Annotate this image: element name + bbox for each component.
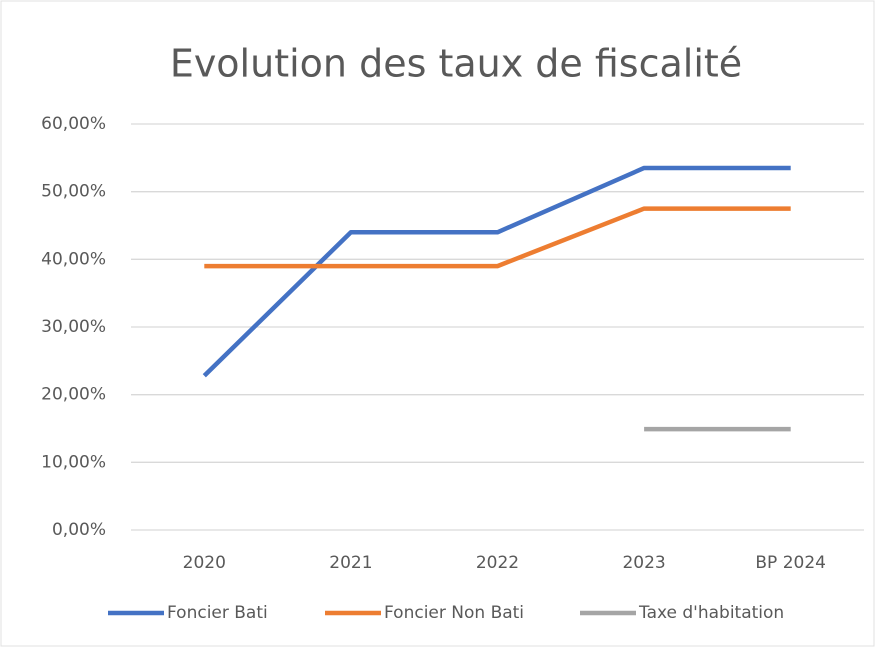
x-tick-label: 2020 <box>183 553 226 573</box>
x-tick-label: BP 2024 <box>755 553 826 573</box>
x-tick-label: 2022 <box>476 553 519 573</box>
y-tick-label: 60,00% <box>41 114 106 134</box>
legend-label: Taxe d'habitation <box>638 603 784 623</box>
y-tick-label: 20,00% <box>41 385 106 405</box>
line-series <box>202 165 791 378</box>
y-tick-label: 50,00% <box>41 182 106 202</box>
line-series <box>204 206 791 269</box>
y-tick-label: 40,00% <box>41 249 106 269</box>
x-tick-label: 2023 <box>622 553 665 573</box>
x-tick-label: 2021 <box>329 553 372 573</box>
y-tick-label: 30,00% <box>41 317 106 337</box>
y-tick-label: 0,00% <box>52 520 106 540</box>
legend-label: Foncier Non Bati <box>384 603 524 623</box>
legend-label: Foncier Bati <box>167 603 268 623</box>
y-tick-label: 10,00% <box>41 452 106 472</box>
chart-title: Evolution des taux de fiscalité <box>170 42 742 86</box>
